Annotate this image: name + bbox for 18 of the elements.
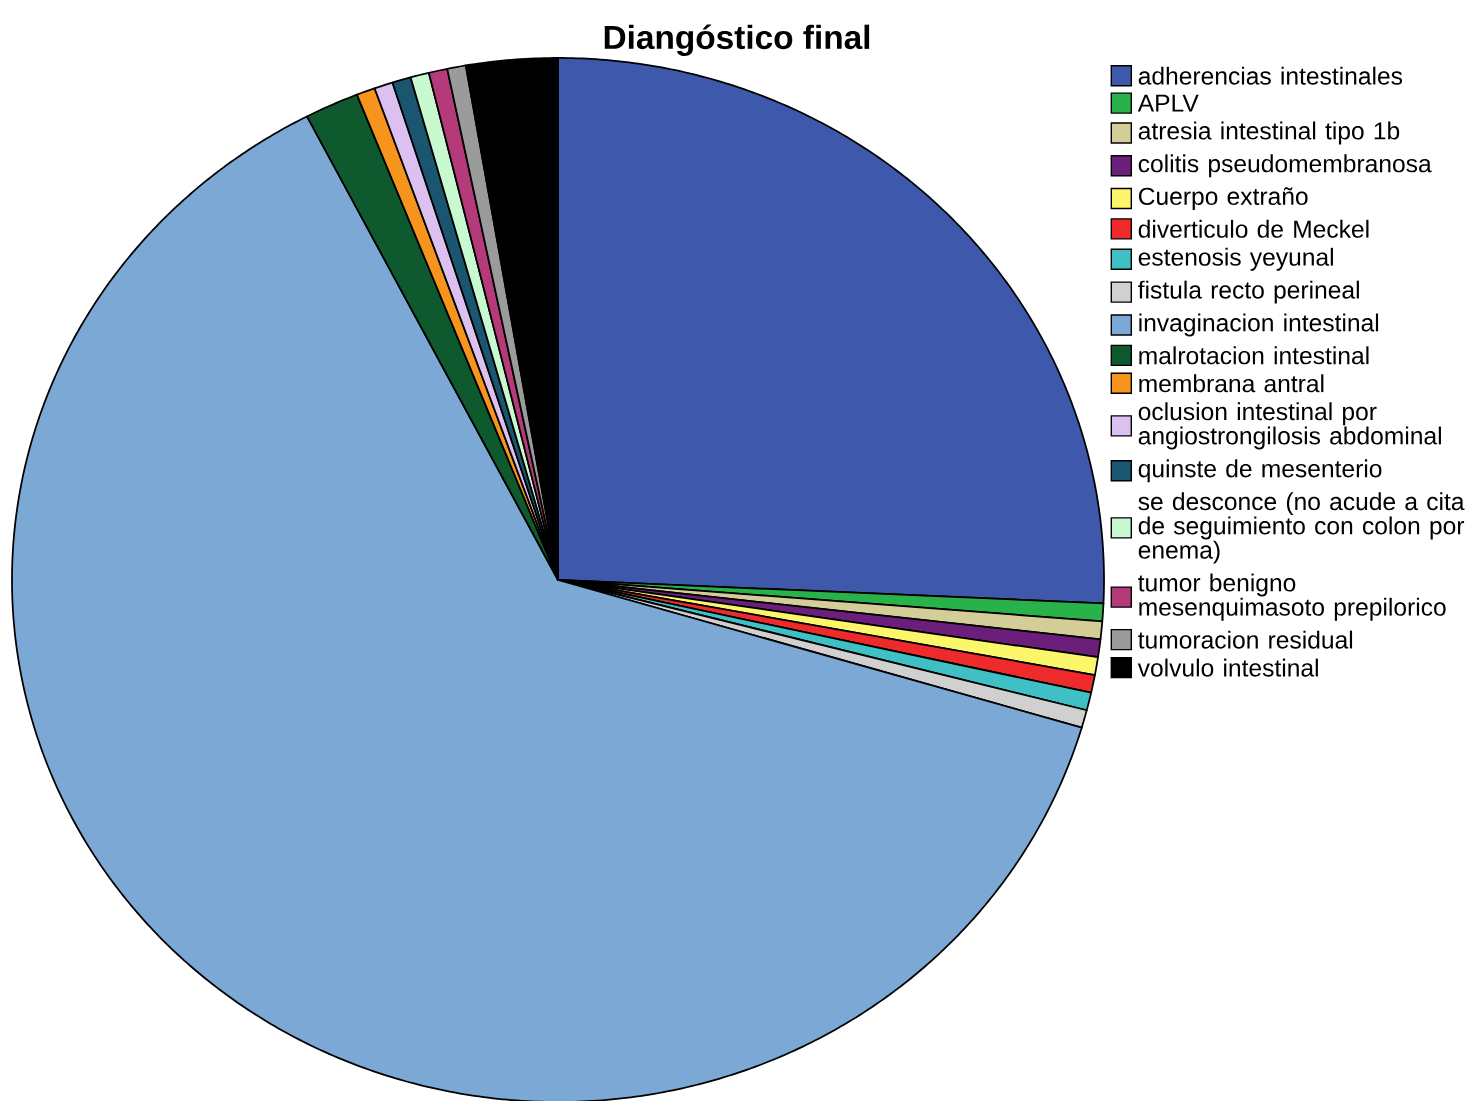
chart-title: Diangóstico final — [604, 24, 870, 56]
legend-label: estenosis yeyunal — [1138, 247, 1333, 271]
legend-label: colitis pseudomembranosa — [1138, 154, 1432, 178]
legend-label: oclusion intestinal por angiostrongilosis abdominal — [1138, 402, 1441, 450]
legend-label: malrotacion intestinal — [1139, 346, 1369, 365]
legend-label: quinste de mesenterio — [1138, 459, 1382, 483]
legend-label: APLV — [1137, 94, 1199, 112]
legend-label: Cuerpo extraño — [1138, 187, 1308, 210]
legend-label: adherencias intestinales — [1138, 66, 1403, 85]
legend-label: invaginacion intestinal — [1139, 313, 1379, 337]
legend-label: tumoracion residual — [1138, 630, 1353, 649]
legend-label: fistula recto perineal — [1138, 280, 1359, 304]
legend-label: se desconce (no acude a cita de seguimiento con colon por enema) — [1138, 492, 1465, 564]
legend-label: volvulo intestinal — [1137, 658, 1318, 677]
legend-label: diverticulo de Meckel — [1138, 219, 1369, 238]
legend-label: membrana antral — [1139, 374, 1324, 393]
legend-label: atresia intestinal tipo 1b — [1138, 121, 1400, 145]
legend-label: tumor benigno mesenquimasoto prepilorico — [1138, 573, 1446, 621]
